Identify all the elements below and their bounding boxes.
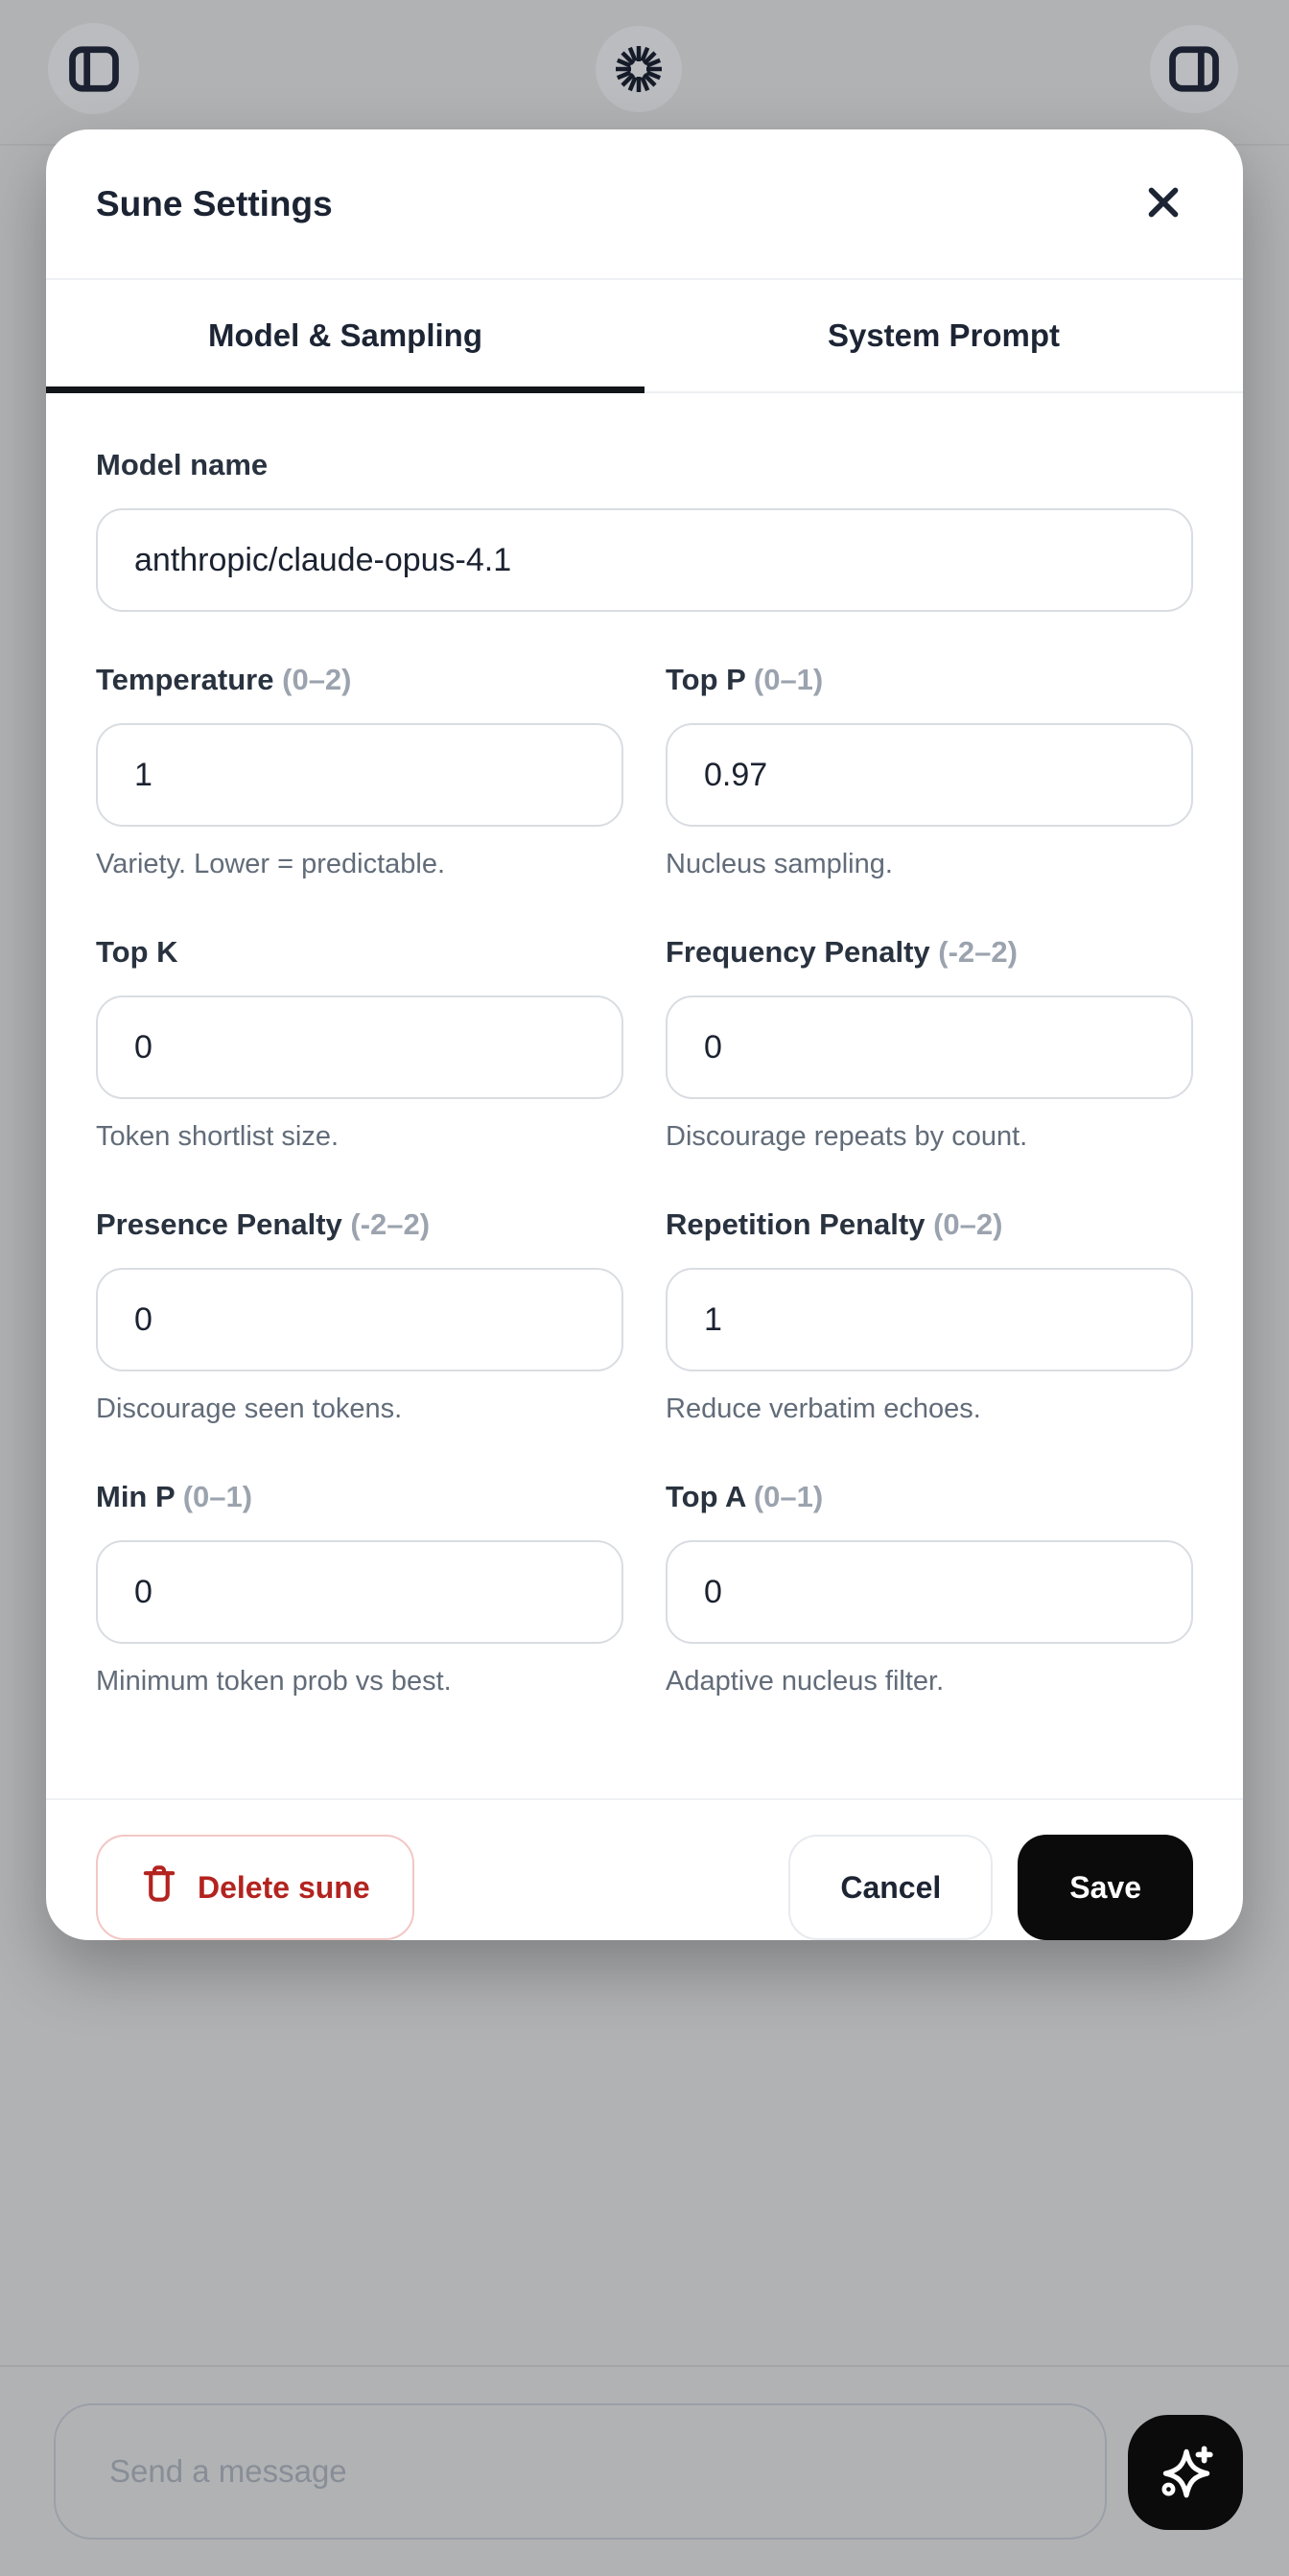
- tab-label: System Prompt: [827, 317, 1061, 353]
- sparkle-plus-icon: [1154, 2440, 1217, 2506]
- top-p-range: (0–1): [753, 663, 824, 696]
- footer-actions: Cancel Save: [788, 1835, 1193, 1940]
- presence-penalty-label: Presence Penalty: [96, 1207, 342, 1241]
- repetition-penalty-input[interactable]: [666, 1268, 1193, 1371]
- close-button[interactable]: [1134, 173, 1193, 235]
- starburst-icon: [612, 42, 666, 96]
- top-p-hint: Nucleus sampling.: [666, 849, 893, 879]
- top-a-label: Top A: [666, 1480, 746, 1513]
- top-k-input[interactable]: [96, 995, 623, 1099]
- sidebar-toggle-button[interactable]: [48, 23, 139, 114]
- min-p-label: Min P: [96, 1480, 176, 1513]
- min-p-range: (0–1): [182, 1480, 253, 1513]
- active-tab-underline: [46, 386, 644, 393]
- frequency-penalty-input[interactable]: [666, 995, 1193, 1099]
- panel-left-icon: [68, 45, 120, 93]
- top-a-input[interactable]: [666, 1540, 1193, 1644]
- model-name-input[interactable]: [96, 508, 1193, 612]
- close-icon: [1141, 180, 1185, 227]
- repetition-penalty-group: Repetition Penalty (0–2) Reduce verbatim…: [666, 1206, 1193, 1425]
- temperature-range: (0–2): [282, 663, 352, 696]
- min-p-group: Min P (0–1) Minimum token prob vs best.: [96, 1479, 623, 1698]
- top-p-input[interactable]: [666, 723, 1193, 827]
- model-name-group: Model name: [96, 447, 1193, 612]
- min-p-input[interactable]: [96, 1540, 623, 1644]
- temperature-label: Temperature: [96, 663, 274, 696]
- message-input[interactable]: [54, 2403, 1107, 2540]
- repetition-penalty-label: Repetition Penalty: [666, 1207, 926, 1241]
- cancel-button[interactable]: Cancel: [788, 1835, 994, 1940]
- temperature-group: Temperature (0–2) Variety. Lower = predi…: [96, 662, 623, 880]
- modal-title: Sune Settings: [96, 183, 333, 223]
- trash-icon: [140, 1863, 178, 1911]
- panel-right-icon: [1168, 45, 1220, 93]
- tab-system-prompt[interactable]: System Prompt: [644, 280, 1243, 391]
- presence-penalty-range: (-2–2): [350, 1207, 431, 1241]
- delete-sune-button[interactable]: Delete sune: [96, 1835, 414, 1940]
- tab-label: Model & Sampling: [207, 317, 482, 353]
- top-p-group: Top P (0–1) Nucleus sampling.: [666, 662, 1193, 880]
- modal-footer: Delete sune Cancel Save: [46, 1798, 1243, 1940]
- send-button[interactable]: [1128, 2415, 1243, 2530]
- sune-settings-modal: Sune Settings Model & Sampling System Pr…: [46, 129, 1243, 1940]
- frequency-penalty-range: (-2–2): [938, 935, 1018, 969]
- modal-body: Model name Temperature (0–2) Variety. Lo…: [46, 393, 1243, 1698]
- temperature-input[interactable]: [96, 723, 623, 827]
- repetition-penalty-range: (0–2): [933, 1207, 1003, 1241]
- presence-penalty-input[interactable]: [96, 1268, 623, 1371]
- top-p-label: Top P: [666, 663, 746, 696]
- temperature-hint: Variety. Lower = predictable.: [96, 849, 446, 879]
- frequency-penalty-group: Frequency Penalty (-2–2) Discourage repe…: [666, 934, 1193, 1153]
- top-k-hint: Token shortlist size.: [96, 1121, 340, 1152]
- cancel-label: Cancel: [840, 1869, 942, 1905]
- modal-header: Sune Settings: [46, 129, 1243, 280]
- sune-avatar[interactable]: [596, 26, 682, 112]
- frequency-penalty-label: Frequency Penalty: [666, 935, 930, 969]
- top-k-group: Top K Token shortlist size.: [96, 934, 623, 1153]
- rightpanel-toggle-button[interactable]: [1150, 25, 1238, 113]
- repetition-penalty-hint: Reduce verbatim echoes.: [666, 1393, 981, 1424]
- top-a-range: (0–1): [753, 1480, 824, 1513]
- top-a-group: Top A (0–1) Adaptive nucleus filter.: [666, 1479, 1193, 1698]
- save-button[interactable]: Save: [1018, 1835, 1193, 1940]
- min-p-hint: Minimum token prob vs best.: [96, 1666, 452, 1697]
- composer-divider: [0, 2365, 1289, 2367]
- delete-sune-label: Delete sune: [198, 1869, 370, 1905]
- top-a-hint: Adaptive nucleus filter.: [666, 1666, 945, 1697]
- presence-penalty-hint: Discourage seen tokens.: [96, 1393, 403, 1424]
- tab-model-sampling[interactable]: Model & Sampling: [46, 280, 644, 393]
- frequency-penalty-hint: Discourage repeats by count.: [666, 1121, 1028, 1152]
- top-k-label: Top K: [96, 935, 178, 969]
- sampling-grid: Temperature (0–2) Variety. Lower = predi…: [96, 662, 1193, 1698]
- presence-penalty-group: Presence Penalty (-2–2) Discourage seen …: [96, 1206, 623, 1425]
- settings-tabs: Model & Sampling System Prompt: [46, 280, 1243, 393]
- model-name-label: Model name: [96, 448, 269, 481]
- save-label: Save: [1069, 1869, 1141, 1905]
